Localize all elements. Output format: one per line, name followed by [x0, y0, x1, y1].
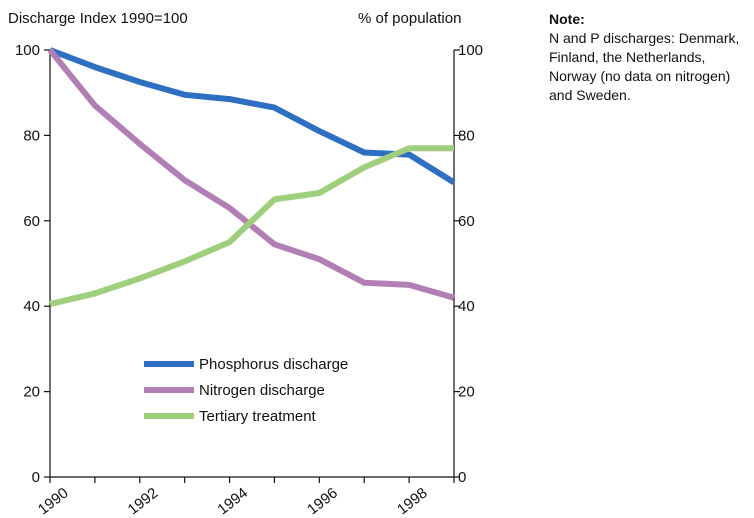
right-y-tick-label: 20 [458, 384, 475, 401]
plot-area: 0 20 40 60 80 100 0 20 40 60 80 100 1990 1992 1994 1996… [15, 42, 483, 518]
right-axis-title: % of population [358, 10, 462, 27]
left-y-tick-label: 0 [32, 469, 40, 486]
note-heading: Note: [549, 11, 585, 27]
legend-label-nitrogen-discharge: Nitrogen discharge [199, 382, 325, 399]
tertiary-treatmentline [49, 145, 454, 308]
left-y-tick-label: 100 [15, 42, 40, 59]
left-y-tick-label: 80 [23, 127, 40, 144]
legend-label-tertiary-treatment: Tertiary treatment [199, 408, 317, 425]
x-tick-label: 1994 [214, 484, 251, 518]
left-axis-title: Discharge Index 1990=100 [8, 10, 188, 27]
right-y-tick-label: 60 [458, 213, 475, 230]
note-text: N and P discharges: Denmark, Finland, th… [549, 30, 740, 103]
nitrogen-dischargeline [47, 48, 455, 301]
x-tick-label: 1996 [304, 484, 341, 518]
x-tick-label: 1990 [35, 484, 72, 518]
legend-label-phosphorus-discharge: Phosphorus discharge [199, 356, 348, 373]
left-y-tick-label: 40 [23, 298, 40, 315]
right-y-tick-label: 80 [458, 127, 475, 144]
x-tick-label: 1998 [394, 484, 431, 518]
note-panel: Note: N and P discharges: Denmark, Finla… [549, 10, 754, 105]
left-y-tick-label: 20 [23, 384, 40, 401]
x-tick-label: 1992 [125, 484, 162, 518]
phosphorus-dischargeline [48, 47, 456, 185]
right-y-tick-label: 0 [458, 469, 466, 486]
right-y-tick-label: 40 [458, 298, 475, 315]
left-y-tick-label: 60 [23, 213, 40, 230]
right-y-tick-label: 100 [458, 42, 483, 59]
